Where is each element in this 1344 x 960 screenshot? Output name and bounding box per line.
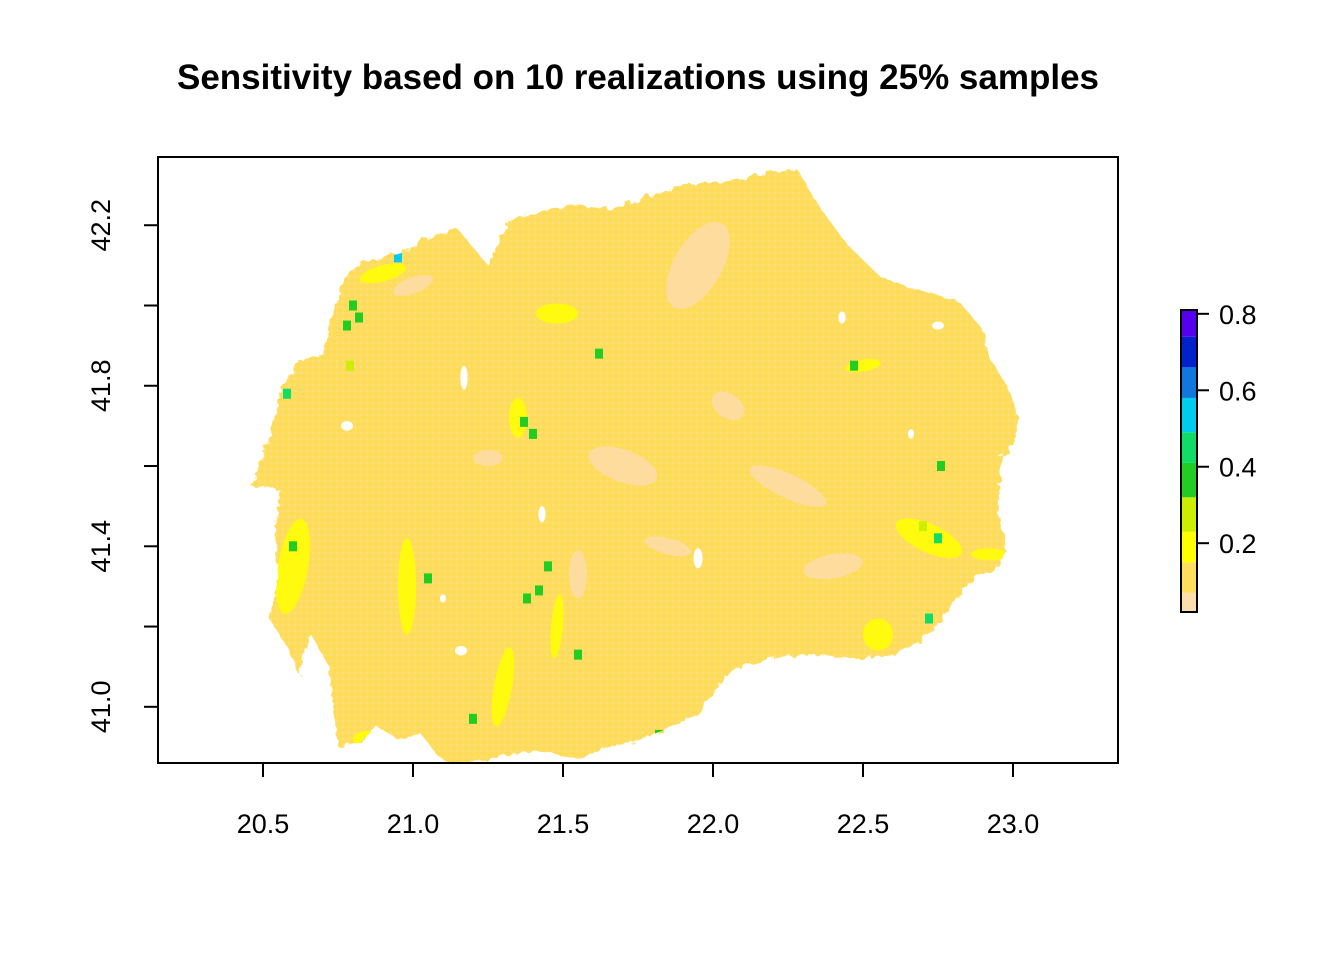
mid-value-patch [971, 548, 1007, 561]
no-data-hole [693, 548, 703, 569]
mid-value-patch [398, 538, 416, 635]
legend-tick-label: 0.8 [1219, 300, 1257, 330]
mid-value-patch [509, 397, 527, 438]
plot-axes: 20.5 21.0 21.5 22.0 22.5 23.0 41.0 41.4 41.8 42.2 [86, 156, 1119, 839]
mid-value-patch [276, 518, 310, 614]
plot-title: Sensitivity based on 10 realizations usi… [176, 58, 1099, 97]
high-value-cell [529, 428, 537, 439]
legend-bin [1181, 432, 1197, 463]
high-value-cell [283, 388, 291, 399]
legend-bin [1181, 562, 1197, 593]
legend-bin [1181, 310, 1197, 337]
legend-tick-label: 0.2 [1219, 529, 1257, 559]
high-value-cell [355, 312, 363, 323]
low-value-patch [393, 275, 433, 296]
legend-bin [1181, 592, 1197, 612]
high-value-cell [424, 573, 432, 584]
high-value-cell [394, 252, 402, 263]
high-value-cell [343, 320, 351, 331]
raster-map [251, 169, 1019, 763]
y-tick-label: 41.0 [86, 681, 116, 734]
legend-bin [1181, 367, 1197, 398]
mid-value-patch [863, 618, 893, 651]
legend-bin [1181, 531, 1197, 563]
legend-bin [1181, 497, 1197, 532]
legend-bin [1181, 462, 1197, 498]
low-value-patch [803, 553, 863, 580]
no-data-hole [838, 311, 846, 324]
high-value-cell [934, 533, 942, 544]
high-value-cell [346, 360, 354, 371]
no-data-hole [932, 321, 944, 330]
high-value-cell [523, 593, 531, 604]
x-tick-label: 22.5 [837, 809, 890, 839]
low-value-patch [588, 446, 658, 486]
no-data-hole [538, 506, 546, 523]
x-tick-label: 23.0 [987, 809, 1040, 839]
low-value-patch [644, 536, 692, 557]
legend-bin [1181, 397, 1197, 433]
high-value-cell [937, 461, 945, 472]
high-value-cell [520, 416, 528, 427]
legend-tick-label: 0.4 [1219, 453, 1257, 483]
y-tick-label: 41.8 [86, 359, 116, 412]
high-value-cell [469, 713, 477, 724]
high-value-cell [919, 521, 927, 532]
low-value-patch [749, 465, 827, 507]
legend-tick-label: 0.6 [1219, 376, 1257, 406]
high-value-cell [655, 729, 663, 740]
mid-value-patch [550, 594, 564, 659]
high-value-cell [595, 348, 603, 359]
low-value-patch [569, 550, 587, 599]
x-tick-label: 22.0 [687, 809, 740, 839]
x-tick-label: 21.5 [537, 809, 590, 839]
no-data-hole [440, 594, 446, 603]
x-tick-label: 21.0 [387, 809, 440, 839]
high-value-cell [349, 300, 357, 311]
legend-bin [1181, 336, 1197, 368]
legend-frame [1180, 309, 1198, 613]
low-value-patch [473, 449, 503, 467]
high-value-cell [535, 585, 543, 596]
y-tick-label: 42.2 [86, 199, 116, 252]
y-tick-label: 41.4 [86, 520, 116, 573]
low-value-patch [666, 221, 730, 309]
mid-value-patch [536, 303, 578, 324]
mid-value-patch [359, 263, 407, 284]
mid-value-patch [353, 730, 383, 747]
low-value-patch [711, 391, 745, 421]
x-tick-label: 20.5 [237, 809, 290, 839]
no-data-hole [455, 645, 467, 656]
high-value-cell [544, 561, 552, 572]
no-data-hole [908, 429, 914, 439]
high-value-cell [850, 360, 858, 371]
mid-value-patch [895, 518, 963, 559]
high-value-cell [289, 541, 297, 552]
plot-frame [157, 156, 1119, 764]
color-legend: 0.2 0.4 0.6 0.8 [1180, 300, 1257, 613]
mid-value-patch [491, 647, 515, 727]
region-detail [251, 169, 1019, 763]
high-value-cell [925, 613, 933, 624]
no-data-hole [341, 421, 353, 431]
no-data-hole [460, 365, 468, 390]
high-value-cell [574, 649, 582, 660]
